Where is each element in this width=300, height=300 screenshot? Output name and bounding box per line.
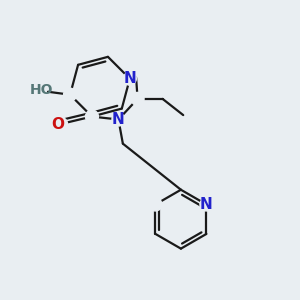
Circle shape: [149, 198, 162, 211]
Text: HO: HO: [29, 83, 53, 97]
Text: N: N: [112, 112, 125, 127]
Circle shape: [200, 198, 213, 211]
Circle shape: [55, 117, 68, 130]
Circle shape: [123, 72, 136, 85]
Circle shape: [112, 113, 125, 126]
Circle shape: [64, 88, 76, 101]
Text: N: N: [200, 197, 213, 212]
Text: N: N: [123, 71, 136, 86]
Circle shape: [131, 92, 144, 105]
Circle shape: [85, 110, 98, 123]
Text: O: O: [51, 117, 64, 132]
